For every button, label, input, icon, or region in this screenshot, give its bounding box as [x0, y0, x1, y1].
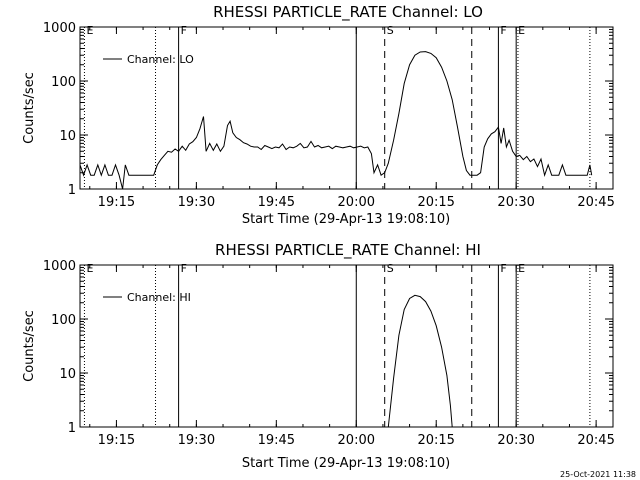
- y-tick-label: 1000: [43, 259, 76, 274]
- event-marker-label: F: [500, 24, 506, 37]
- legend: Channel: HI: [103, 291, 191, 304]
- x-tick-label: 19:45: [258, 433, 295, 448]
- event-marker-label: E: [86, 262, 93, 275]
- legend: Channel: LO: [103, 53, 194, 66]
- plot-frame: [79, 26, 614, 190]
- x-tick-label: 20:00: [338, 195, 375, 210]
- x-ticks: 19:15 19:30 19:45 20:00 20:15 20:30 20:45: [89, 265, 615, 448]
- series-line-lo: [79, 51, 593, 190]
- event-marker-label: S: [387, 262, 394, 275]
- panel-hi: RHESSI PARTICLE_RATE Channel: HI 19:15 19…: [22, 241, 615, 471]
- x-axis-label: Start Time (29-Apr-13 19:08:10): [242, 212, 450, 227]
- event-marker-label: E: [518, 24, 525, 37]
- chart-title: RHESSI PARTICLE_RATE Channel: HI: [215, 241, 481, 260]
- event-marker-label: S: [387, 24, 394, 37]
- y-tick-label: 1000: [43, 21, 76, 36]
- x-tick-label: 19:15: [98, 433, 135, 448]
- legend-label: Channel: HI: [127, 291, 191, 304]
- plot-frame: [79, 264, 614, 428]
- y-tick-label: 10: [59, 129, 76, 144]
- y-tick-label: 10: [59, 367, 76, 382]
- y-tick-label: 100: [51, 75, 76, 90]
- x-tick-label: 20:45: [577, 433, 614, 448]
- footer-timestamp: 25-Oct-2021 11:38: [560, 470, 636, 479]
- legend-label: Channel: LO: [127, 53, 194, 66]
- x-tick-label: 20:15: [417, 433, 454, 448]
- chart-title: RHESSI PARTICLE_RATE Channel: LO: [213, 3, 483, 22]
- x-tick-label: 19:45: [258, 195, 295, 210]
- x-tick-label: 19:30: [178, 195, 215, 210]
- x-tick-label: 19:15: [98, 195, 135, 210]
- y-axis-label: Counts/sec: [22, 72, 37, 144]
- panel-lo: RHESSI PARTICLE_RATE Channel: LO 19:15 19…: [22, 3, 615, 227]
- event-marker-label: F: [500, 262, 506, 275]
- y-axis-label: Counts/sec: [22, 310, 37, 382]
- x-axis-label: Start Time (29-Apr-13 19:08:10): [242, 456, 450, 471]
- x-tick-label: 20:45: [577, 195, 614, 210]
- x-tick-label: 19:30: [178, 433, 215, 448]
- y-tick-label: 1: [68, 183, 76, 198]
- event-marker-label: E: [518, 262, 525, 275]
- y-ticks: 1 10 100 1000: [43, 21, 613, 198]
- event-marker-label: F: [181, 262, 187, 275]
- event-marker-label: E: [86, 24, 93, 37]
- x-tick-label: 20:15: [417, 195, 454, 210]
- x-tick-label: 20:00: [338, 433, 375, 448]
- y-ticks: 1 10 100 1000: [43, 259, 613, 436]
- y-tick-label: 100: [51, 313, 76, 328]
- event-marker-label: F: [181, 24, 187, 37]
- x-tick-label: 20:30: [497, 195, 534, 210]
- x-tick-label: 20:30: [497, 433, 534, 448]
- y-tick-label: 1: [68, 421, 76, 436]
- series-line-hi: [387, 294, 453, 428]
